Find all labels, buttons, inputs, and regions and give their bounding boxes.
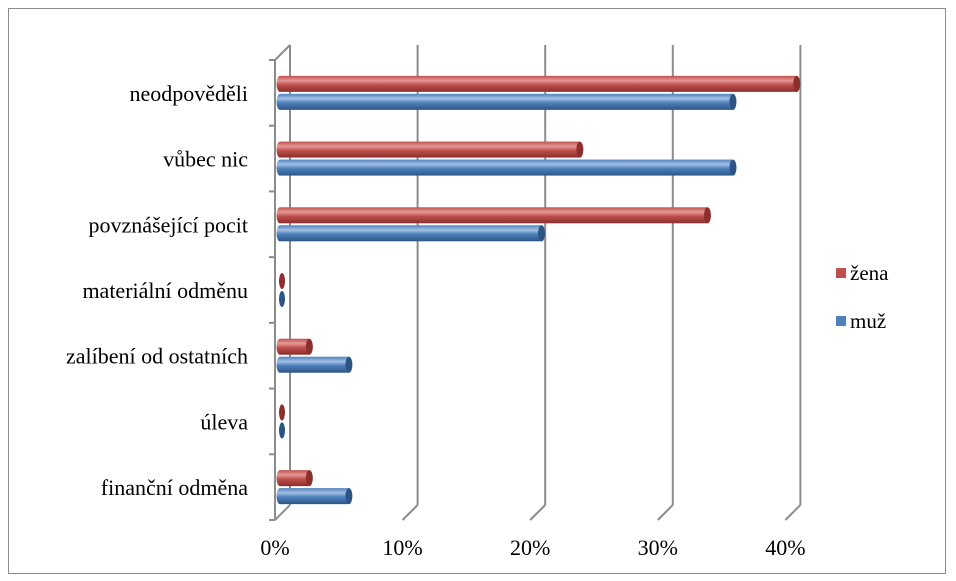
x-tick-label: 10%	[382, 535, 422, 560]
gridline-depth	[657, 504, 674, 521]
category-label-neodpovedeli: neodpověděli	[129, 81, 248, 106]
legend-label-zena: žena	[850, 261, 889, 285]
bar-muz-financni-odmena	[276, 488, 353, 505]
bar-zena-uleva	[279, 404, 285, 421]
x-tick-label: 30%	[638, 535, 678, 560]
category-label-financni-odmena: finanční odměna	[101, 475, 248, 500]
bar-zena-financni-odmena	[276, 470, 313, 487]
gridlines	[269, 44, 802, 521]
category-labels: neodpověděli vůbec nic povznášející pocit m…	[66, 81, 248, 500]
bar-zena-materialni-odmenu	[279, 273, 285, 289]
category-label-uleva: úleva	[200, 409, 248, 434]
bar-muz-povznasejici-pocit	[276, 225, 546, 242]
bar-muz-vubec-nic	[276, 159, 737, 176]
gridline-depth	[401, 504, 419, 521]
legend-swatch-muz	[836, 316, 846, 326]
bar-muz-materialni-odmenu	[279, 291, 285, 307]
bar-zena-povznasejici-pocit	[276, 207, 711, 224]
wall-edge	[274, 44, 291, 61]
bar-zena-zalibeni-od-ostatnich	[276, 338, 313, 355]
bar-muz-neodpovedeli	[276, 93, 737, 110]
category-label-zalibeni-od-ostatnich: zalíbení od ostatních	[66, 344, 248, 369]
gridline-depth	[274, 504, 291, 521]
bars	[276, 75, 801, 505]
legend-swatch-zena	[836, 268, 846, 278]
x-tick-label: 0%	[260, 535, 289, 560]
bar-zena-vubec-nic	[276, 141, 584, 158]
x-tick-labels: 0% 10% 20% 30% 40%	[260, 535, 805, 560]
bar-muz-zalibeni-od-ostatnich	[276, 356, 353, 373]
legend-label-muz: muž	[850, 309, 886, 333]
category-label-materialni-odmenu: materiální odměnu	[82, 278, 248, 303]
category-label-vubec-nic: vůbec nic	[163, 147, 248, 172]
bar-muz-uleva	[279, 422, 285, 439]
gridline-depth	[529, 504, 546, 521]
x-tick-label: 40%	[765, 535, 805, 560]
category-label-povznasejici-pocit: povznášející pocit	[89, 212, 248, 237]
gridline-depth	[784, 504, 802, 521]
bar-zena-neodpovedeli	[276, 75, 801, 92]
legend: žena muž	[836, 261, 889, 333]
x-tick-label: 20%	[510, 535, 550, 560]
